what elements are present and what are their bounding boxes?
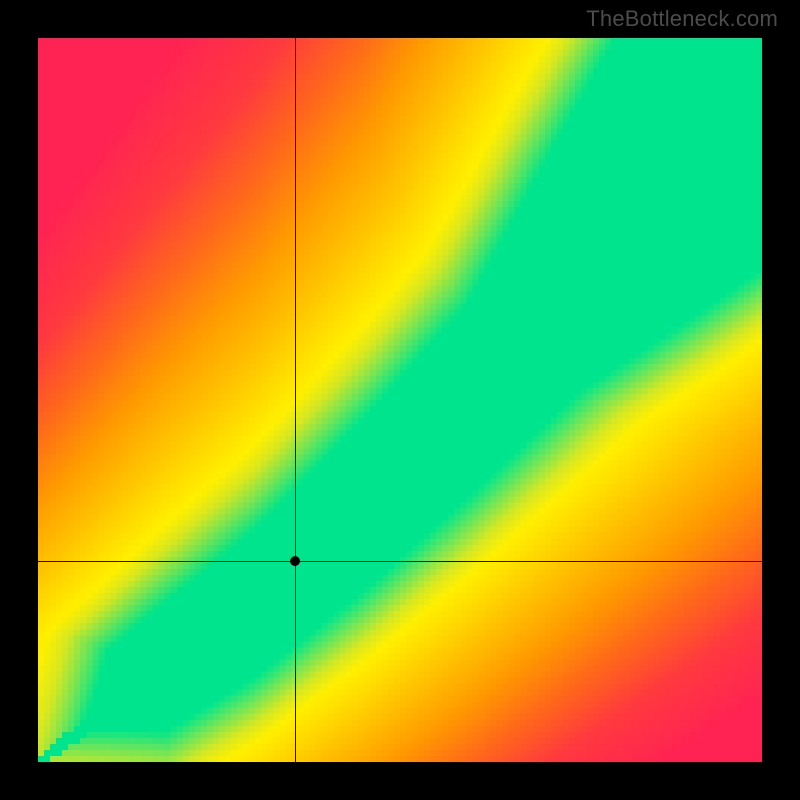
heatmap-plot-area <box>38 38 762 762</box>
watermark-text: TheBottleneck.com <box>586 6 778 32</box>
crosshair-vertical <box>295 38 296 762</box>
crosshair-horizontal <box>38 561 762 562</box>
heatmap-canvas <box>38 38 762 762</box>
crosshair-marker-dot <box>290 556 300 566</box>
